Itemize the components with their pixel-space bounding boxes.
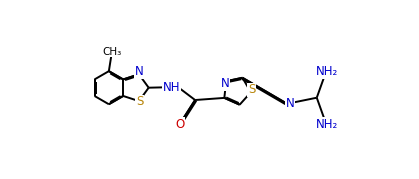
Text: S: S: [248, 83, 255, 96]
Text: S: S: [136, 95, 143, 108]
Text: N: N: [221, 77, 230, 90]
Text: N: N: [285, 97, 294, 110]
Text: N: N: [134, 66, 143, 79]
Text: NH: NH: [163, 81, 180, 94]
Text: NH₂: NH₂: [316, 65, 338, 78]
Text: CH₃: CH₃: [102, 47, 122, 57]
Text: O: O: [175, 118, 184, 131]
Text: NH₂: NH₂: [316, 118, 338, 131]
